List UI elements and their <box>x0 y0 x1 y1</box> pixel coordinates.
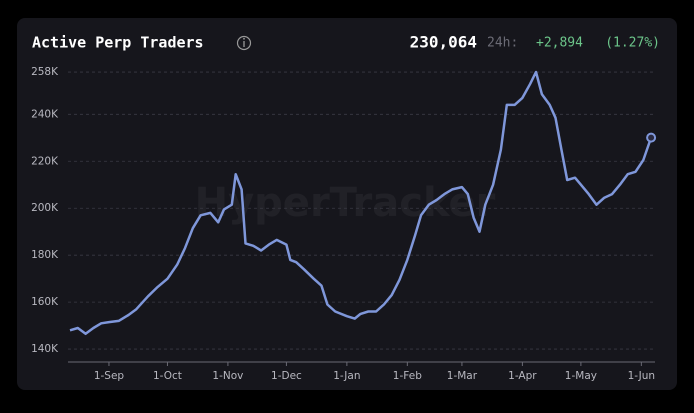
info-icon[interactable] <box>236 35 252 51</box>
line <box>69 70 653 336</box>
x-tick-label: 1-Jan <box>333 370 360 382</box>
change-value: +2,894 <box>536 36 583 51</box>
x-tick-label: 1-Oct <box>153 370 182 382</box>
y-tick-label: 200K <box>31 202 59 214</box>
y-tick-label: 140K <box>31 343 59 355</box>
x-tick-label: 1-Sep <box>94 370 125 382</box>
card <box>17 18 677 390</box>
current-value: 230,064 <box>410 33 477 52</box>
y-tick-label: 240K <box>31 108 59 120</box>
x-tick-label: 1-Mar <box>447 370 478 382</box>
x-tick-label: 1-Apr <box>508 370 537 382</box>
x-tick-label: 1-Dec <box>271 370 302 382</box>
chart-title: Active Perp Traders <box>32 34 204 52</box>
change-percent: (1.27%) <box>605 36 660 51</box>
x-tick-label: 1-Feb <box>393 370 422 382</box>
change-period: 24h: <box>487 36 518 51</box>
x-tick-label: 1-Nov <box>212 370 243 382</box>
y-tick-label: 180K <box>31 249 59 261</box>
end-point <box>646 132 657 143</box>
y-tick-label: 220K <box>31 155 59 167</box>
x-tick-label: 1-Jun <box>628 370 655 382</box>
x-tick-label: 1-May <box>565 370 597 382</box>
y-tick-label: 160K <box>31 296 59 308</box>
y-tick-label: 258K <box>31 66 59 78</box>
